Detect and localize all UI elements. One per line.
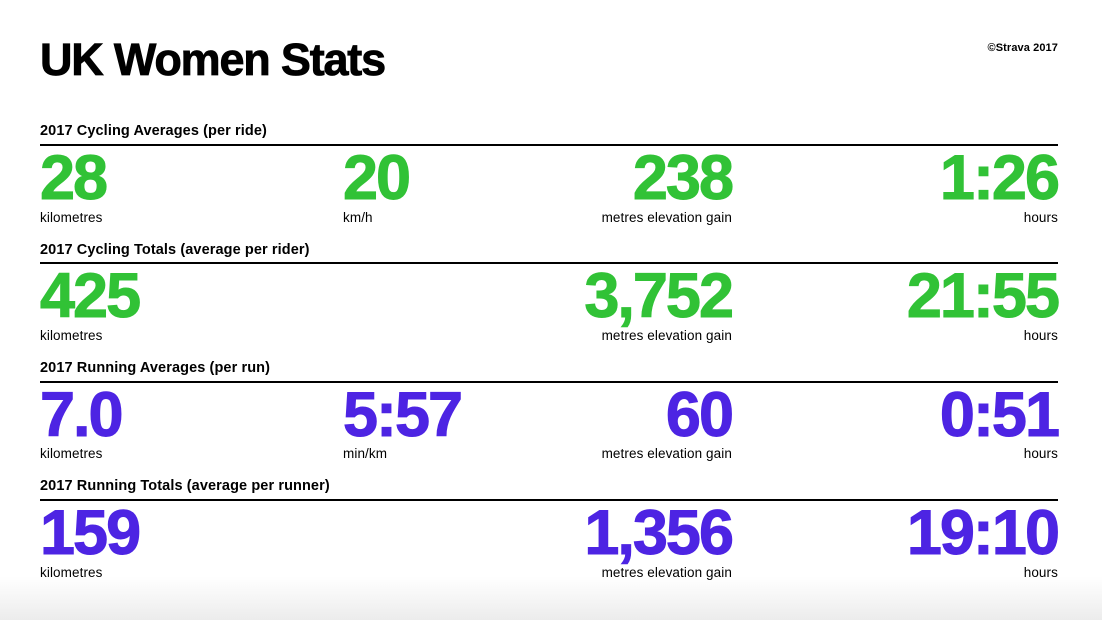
stat-value: 7.0 (40, 379, 125, 450)
copyright-notice: ©Strava 2017 (987, 42, 1058, 54)
stat-label: min/km (343, 446, 388, 462)
stat-value: 1,356 (584, 497, 735, 568)
section-cycling-totals: 2017 Cycling Totals (average per rider) … (40, 241, 1061, 343)
stats-page: UK Women Stats ©Strava 2017 2017 Cycling… (40, 34, 1061, 580)
section-title: 2017 Cycling Totals (average per rider) (40, 241, 310, 258)
section-divider (40, 143, 1058, 146)
stat-label: kilometres (40, 327, 103, 343)
stat-label: kilometres (40, 446, 103, 462)
stat-value: 159 (40, 497, 142, 568)
section-cycling-averages: 2017 Cycling Averages (per ride) 28 kilo… (40, 123, 1061, 225)
stat-value: 425 (40, 261, 142, 332)
stat-label: km/h (343, 209, 373, 225)
masthead: UK Women Stats ©Strava 2017 (40, 34, 1058, 85)
stat-label: hours (1023, 446, 1058, 462)
stat-avg-run-time: 0:51 hours (732, 379, 1060, 462)
stat-total-run-elevation: 1,356 metres elevation gain (529, 497, 735, 580)
stat-value: 0:51 (939, 379, 1060, 450)
stat-value: 28 (40, 142, 109, 213)
section-divider (40, 498, 1058, 501)
stats-row: 159 kilometres 1,356 metres elevation ga… (40, 497, 1061, 580)
stat-total-run-time: 19:10 hours (732, 497, 1060, 580)
stat-label: kilometres (40, 564, 103, 580)
page-title: UK Women Stats (40, 34, 387, 85)
stat-label: kilometres (40, 209, 103, 225)
stat-avg-run-distance: 7.0 kilometres (40, 379, 343, 462)
section-running-totals: 2017 Running Totals (average per runner)… (40, 478, 1061, 580)
section-running-averages: 2017 Running Averages (per run) 7.0 kilo… (40, 359, 1061, 462)
stat-avg-ride-elevation: 238 metres elevation gain (529, 142, 735, 225)
stat-avg-ride-distance: 28 kilometres (40, 142, 343, 225)
stat-label: hours (1023, 564, 1058, 580)
stat-label: metres elevation gain (601, 327, 732, 343)
stats-row: 425 kilometres 3,752 metres elevation ga… (40, 261, 1061, 343)
section-title: 2017 Cycling Averages (per ride) (40, 123, 267, 140)
stat-value: 60 (665, 379, 734, 450)
section-title: 2017 Running Averages (per run) (40, 359, 271, 376)
stat-total-ride-distance: 425 kilometres (40, 261, 343, 343)
stat-value: 19:10 (906, 497, 1060, 568)
stat-label: hours (1023, 209, 1058, 225)
stat-value: 1:26 (939, 142, 1060, 213)
stat-value: 238 (632, 142, 734, 213)
stat-avg-ride-speed: 20 km/h (343, 142, 529, 225)
stat-label: hours (1023, 327, 1058, 343)
section-divider (40, 262, 1058, 265)
stat-value: 20 (343, 142, 412, 213)
stat-total-ride-elevation: 3,752 metres elevation gain (529, 261, 735, 343)
section-title: 2017 Running Totals (average per runner) (40, 478, 330, 495)
stat-label: metres elevation gain (601, 209, 732, 225)
stat-label: metres elevation gain (601, 564, 732, 580)
stat-avg-run-elevation: 60 metres elevation gain (529, 379, 735, 462)
stats-row: 28 kilometres 20 km/h 238 metres elevati… (40, 142, 1061, 225)
stat-value: 5:57 (343, 379, 464, 450)
stat-avg-run-pace: 5:57 min/km (343, 379, 529, 462)
stats-row: 7.0 kilometres 5:57 min/km 60 metres ele… (40, 379, 1061, 462)
stat-label: metres elevation gain (601, 446, 732, 462)
stat-avg-ride-time: 1:26 hours (732, 142, 1060, 225)
stat-value: 21:55 (906, 261, 1060, 332)
section-divider (40, 380, 1058, 383)
stat-total-ride-time: 21:55 hours (732, 261, 1060, 343)
stat-total-run-distance: 159 kilometres (40, 497, 343, 580)
stat-value: 3,752 (584, 261, 735, 332)
